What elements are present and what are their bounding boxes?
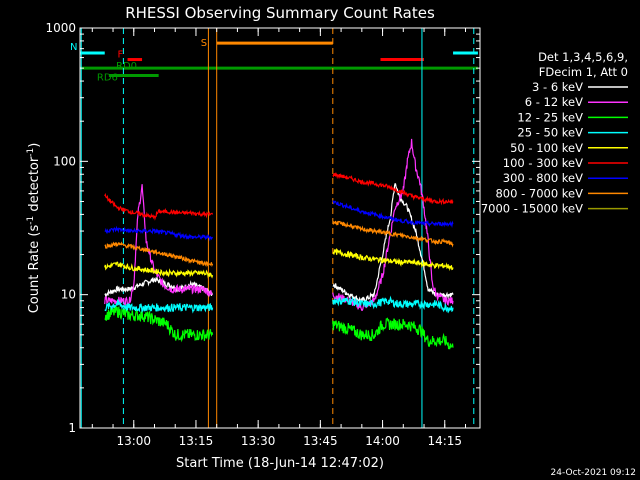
- legend-label: 6 - 12 keV: [525, 95, 583, 109]
- series-line-8-seg1: [104, 241, 214, 268]
- flag-label-rd0: RD0: [116, 61, 137, 72]
- series-line-1-seg1: [104, 276, 214, 298]
- x-tick-label: 14:15: [427, 434, 462, 448]
- legend-label: 25 - 50 keV: [517, 126, 583, 140]
- legend-label: 12 - 25 keV: [517, 110, 583, 124]
- vertical-markers: [80, 28, 475, 428]
- series-line-3-seg1: [104, 306, 214, 343]
- legend: Det 1,3,4,5,6,9, FDecim 1, Att 0 3 - 6 k…: [481, 50, 628, 216]
- y-tick-label: 100: [53, 154, 76, 168]
- series-line-6-seg2: [332, 171, 454, 206]
- series-line-2-seg1: [104, 184, 213, 307]
- flag-label-rd6: RD6: [97, 73, 118, 84]
- legend-label: 300 - 800 keV: [503, 171, 583, 185]
- x-tick-label: 13:45: [303, 434, 338, 448]
- legend-label: 7000 - 15000 keV: [481, 202, 583, 216]
- y-tick-label: 1: [68, 421, 76, 435]
- footer-timestamp: 24-Oct-2021 09:12: [551, 468, 636, 478]
- series-layer: [104, 138, 454, 350]
- flag-label-n: N: [70, 42, 77, 53]
- flag-label-f: F: [118, 50, 124, 61]
- series-line-7-seg1: [104, 225, 214, 242]
- plot-frame: [79, 27, 481, 429]
- flags-layer: [80, 41, 478, 78]
- legend-header-2: FDecim 1, Att 0: [539, 65, 628, 79]
- x-tick-label: 13:00: [116, 434, 151, 448]
- series-line-4-seg2: [332, 295, 454, 314]
- series-line-5-seg1: [104, 261, 214, 279]
- series-line-7-seg2: [332, 200, 454, 228]
- legend-label: 3 - 6 keV: [532, 80, 583, 94]
- x-tick-label: 13:30: [241, 434, 276, 448]
- x-axis-label: Start Time (18-Jun-14 12:47:02): [176, 456, 384, 471]
- legend-label: 800 - 7000 keV: [495, 186, 583, 200]
- series-line-5-seg2: [332, 248, 454, 272]
- y-axis-label: Count Rate (s-1 detector-1): [26, 143, 42, 314]
- series-line-8-seg2: [332, 220, 454, 248]
- legend-header-1: Det 1,3,4,5,6,9,: [538, 50, 628, 64]
- series-line-1-seg2: [332, 183, 454, 304]
- x-tick-label: 14:00: [365, 434, 400, 448]
- flag-label-s: S: [201, 38, 207, 49]
- series-line-3-seg2: [332, 317, 454, 350]
- chart-title: RHESSI Observing Summary Count Rates: [125, 4, 435, 22]
- series-line-6-seg1: [104, 192, 214, 221]
- y-tick-label: 1000: [45, 21, 76, 35]
- legend-label: 100 - 300 keV: [503, 156, 583, 170]
- axes: 1 10 100 1000 13:00 13:15 13:30 13:45 14:00 14:15: [45, 21, 480, 448]
- y-tick-label: 10: [61, 288, 76, 302]
- series-line-4-seg1: [104, 298, 214, 314]
- legend-label: 50 - 100 keV: [510, 141, 583, 155]
- x-tick-label: 13:15: [179, 434, 214, 448]
